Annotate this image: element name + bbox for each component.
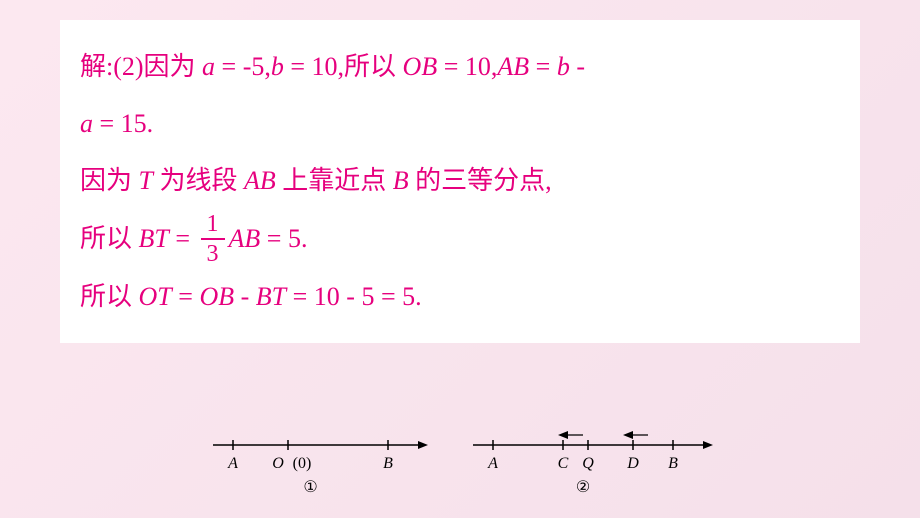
text-fragment: 解:(2)因为	[80, 52, 202, 81]
var-B: B	[393, 166, 409, 195]
text-fragment: -	[234, 282, 256, 311]
svg-text:A: A	[487, 455, 498, 472]
solution-line-3: 因为 T 为线段 AB 上靠近点 B 的三等分点,	[80, 152, 840, 209]
text-fragment: 为线段	[153, 166, 244, 195]
text-fragment: = 10,	[437, 52, 497, 81]
svg-text:A: A	[227, 455, 238, 472]
text-fragment: 因为	[80, 166, 139, 195]
text-fragment: = -5,	[215, 52, 271, 81]
text-fragment: 所以	[80, 224, 139, 253]
var-BT2: BT	[256, 282, 286, 311]
svg-text:D: D	[626, 455, 639, 472]
text-fragment: = 15.	[93, 109, 153, 138]
text-fragment: =	[172, 282, 200, 311]
var-OT: OT	[139, 282, 172, 311]
var-AB: AB	[497, 52, 529, 81]
text-fragment: =	[169, 224, 197, 253]
text-fragment: =	[529, 52, 557, 81]
fraction-numerator: 1	[201, 212, 225, 240]
solution-line-1: 解:(2)因为 a = -5,b = 10,所以 OB = 10,AB = b …	[80, 38, 840, 95]
number-line-svg-2: A CQ D B ②	[463, 430, 718, 500]
var-a: a	[202, 52, 215, 81]
svg-text:②: ②	[575, 479, 589, 496]
fraction: 13	[201, 212, 225, 266]
svg-text:B: B	[668, 455, 678, 472]
text-fragment: = 5.	[260, 224, 307, 253]
text-fragment: -	[570, 52, 585, 81]
number-line-1: A O (0) B ①	[203, 430, 433, 500]
solution-line-5: 所以 OT = OB - BT = 10 - 5 = 5.	[80, 268, 840, 325]
diagrams-container: A O (0) B ① A CQ D B ②	[0, 430, 920, 500]
solution-text-block: 解:(2)因为 a = -5,b = 10,所以 OB = 10,AB = b …	[60, 20, 860, 343]
var-T: T	[139, 166, 153, 195]
svg-text:C: C	[557, 455, 568, 472]
number-line-2: A CQ D B ②	[463, 430, 718, 500]
var-OB: OB	[403, 52, 438, 81]
text-fragment: = 10,所以	[284, 52, 403, 81]
svg-text:Q: Q	[582, 455, 594, 472]
svg-text:①: ①	[303, 479, 317, 496]
var-b: b	[271, 52, 284, 81]
var-BT: BT	[139, 224, 169, 253]
text-fragment: 所以	[80, 282, 139, 311]
fraction-denominator: 3	[201, 240, 225, 266]
number-line-svg-1: A O (0) B ①	[203, 430, 433, 500]
var-AB2: AB	[244, 166, 276, 195]
text-fragment: 上靠近点	[276, 166, 393, 195]
var-AB3: AB	[229, 224, 261, 253]
var-OB2: OB	[199, 282, 234, 311]
svg-text:B: B	[383, 455, 393, 472]
solution-line-4: 所以 BT = 13AB = 5.	[80, 210, 840, 268]
svg-text:O: O	[272, 455, 284, 472]
text-fragment: = 10 - 5 = 5.	[286, 282, 421, 311]
svg-text:(0): (0)	[292, 455, 311, 472]
text-fragment: 的三等分点,	[409, 166, 552, 195]
var-b2: b	[557, 52, 570, 81]
var-a2: a	[80, 109, 93, 138]
solution-line-2: a = 15.	[80, 95, 840, 152]
